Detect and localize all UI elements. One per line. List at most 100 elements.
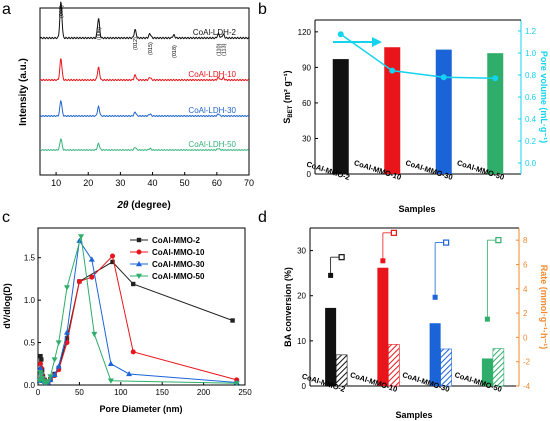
panel-c-marker [37, 365, 44, 371]
panel-d-hatched-bar [492, 348, 505, 387]
panel-c-marker [47, 374, 54, 380]
panel-d-secondary-y-tick-label: -2 [523, 358, 531, 367]
panel-a-series-line [39, 138, 250, 151]
panel-a-legend-label: CoAl-LDH-50 [188, 140, 236, 149]
panel-b-x-axis-label: Samples [398, 204, 435, 214]
panel-c-x-tick-label: 200 [197, 388, 211, 397]
panel-d-secondary-y-axis-label: Rate (mmol·g⁻¹·h⁻¹) [539, 265, 549, 350]
panel-b-line [340, 33, 496, 80]
panel-a-annotations: (003) (006) (012) (015) (018) (110)(113) [59, 5, 227, 58]
panel-a-legend: CoAl-LDH-2 CoAl-LDH-10 CoAl-LDH-30 CoAl-LDH… [188, 28, 236, 149]
panel-b-line-point [492, 75, 499, 82]
panel-d-hatched-bar [440, 348, 452, 387]
panel-d-secondary-y-tick-label: 2 [523, 309, 528, 318]
panel-d-secondary-y-tick-label: -4 [523, 382, 531, 391]
panel-b-secondary-y-tick-label: 0.8 [525, 71, 537, 80]
panel-c-marker [88, 256, 95, 262]
panel-c-x-tick-label: 150 [156, 388, 170, 397]
panel-d-secondary-y-tick-label: 0 [523, 333, 528, 342]
panel-c-marker [63, 285, 70, 291]
panel-a-legend-label: CoAl-LDH-2 [193, 28, 237, 37]
panel-d-bar [325, 307, 337, 386]
panel-c-legend-marker [136, 261, 142, 267]
panel-d-bar [377, 267, 389, 386]
panel-c-y-tick-label: 1.0 [24, 296, 36, 305]
panel-a-legend-label: CoAl-LDH-10 [188, 70, 236, 79]
panel-d-filled-square [380, 258, 386, 264]
panel-b-secondary-y-tick-label: 0.2 [525, 137, 537, 146]
panel-a-series-line [39, 1, 250, 40]
panel-d-y-tick-label: 0 [302, 382, 307, 391]
panel-c-marker [64, 340, 70, 346]
panel-b-bar [435, 49, 452, 174]
panel-d-open-square [443, 239, 450, 246]
panel-c-marker [38, 372, 45, 378]
panel-d-hatched-bar [335, 354, 348, 387]
panel-c-axes: 0 50 100 150 200 250 0.0 0.5 1.0 1.5 [24, 254, 252, 397]
panel-b-line-point [389, 67, 396, 74]
panel-a-annotation: (110) [216, 43, 222, 56]
panel-c-marker [110, 253, 116, 259]
panel-b-secondary-y-tick-label: 1.2 [525, 27, 537, 36]
panel-d-filled-square [328, 272, 334, 278]
panel-a-x-tick-label: 70 [244, 178, 254, 188]
panel-b-bar [384, 47, 401, 174]
panel-b-y-tick-label: 120 [298, 28, 312, 37]
panel-b-y-tick-label: 90 [302, 63, 311, 72]
panel-b-bar [332, 59, 349, 174]
panel-b-secondary-y-tick-label: 0.6 [525, 93, 537, 102]
panel-d-bar [429, 323, 441, 386]
panel-c-marker [91, 331, 98, 338]
panel-d-bar [481, 358, 493, 386]
panel-b-secondary-y-tick-label: 0.4 [525, 115, 537, 124]
panel-d-hatched-bar [388, 344, 400, 387]
panel-d-x-axis-label: Samples [395, 410, 432, 420]
panel-a-annotation: (006) [97, 27, 103, 40]
panel-a-annotation: (018) [172, 45, 178, 58]
panel-c-legend-marker [136, 249, 142, 255]
panel-d-y-axis: 0 10 20 30 [297, 247, 313, 391]
panel-c-marker [107, 378, 114, 384]
panel-d-y-axis-label: BA conversion (%) [283, 267, 293, 347]
panel-d-y-tick-label: 20 [297, 292, 306, 301]
panel-c-marker [233, 381, 240, 387]
panel-c-marker [55, 363, 62, 369]
panel-label-c: c [2, 209, 10, 226]
panel-a-annotation: (012) [133, 37, 139, 50]
panel-c-marker [131, 281, 136, 287]
panel-a-x-tick-label: 20 [83, 178, 93, 188]
panel-c-legend-marker [136, 273, 142, 279]
panel-a-xrd-chart: 10 20 30 40 50 60 70 (003) (006) (012) (015) (018)… [18, 1, 254, 211]
panel-d-secondary-y-tick-label: 4 [523, 285, 528, 294]
panel-label-b: b [258, 1, 267, 18]
panel-b-secondary-y-axis-label: Pore volume (mL·g⁻¹) [539, 51, 549, 143]
panel-a-legend-label: CoAl-LDH-30 [188, 106, 236, 115]
panel-c-marker [55, 340, 62, 346]
panel-c-x-tick-label: 50 [75, 388, 84, 397]
panel-a-annotation: (003) [59, 5, 65, 18]
panel-b-secondary-y-tick-label: 0.0 [525, 159, 537, 168]
panel-c-x-tick-label: 250 [238, 388, 252, 397]
panel-c-marker [107, 360, 114, 366]
panel-c-marker [230, 318, 235, 323]
panel-d-y-tick-label: 30 [297, 247, 306, 256]
panel-c-y-tick-label: 0.5 [24, 339, 36, 348]
panel-a-series [39, 1, 250, 151]
panel-c-legend-label: CoAl-MMO-10 [152, 248, 205, 257]
panel-b-arrow-head [372, 37, 382, 47]
panel-c-marker [130, 349, 136, 355]
panel-b-pore-volume-line [337, 31, 499, 82]
panel-c-x-tick-label: 100 [114, 388, 128, 397]
panel-a-x-tick-label: 30 [115, 178, 125, 188]
panel-a-x-tick-label: 10 [51, 178, 61, 188]
panel-b-y-axis-label: SBET (m² g⁻¹) [282, 70, 294, 123]
panel-d-open-square [495, 237, 502, 244]
panel-c-marker [51, 371, 58, 378]
panel-c-marker [89, 274, 95, 280]
panel-b-secondary-y-tick-label: 1.0 [525, 49, 537, 58]
panel-d-y-tick-label: 10 [297, 337, 306, 346]
panel-a-annotation: (015) [148, 42, 154, 55]
panel-c-y-axis-label: dV/dlog(D) [2, 283, 12, 329]
